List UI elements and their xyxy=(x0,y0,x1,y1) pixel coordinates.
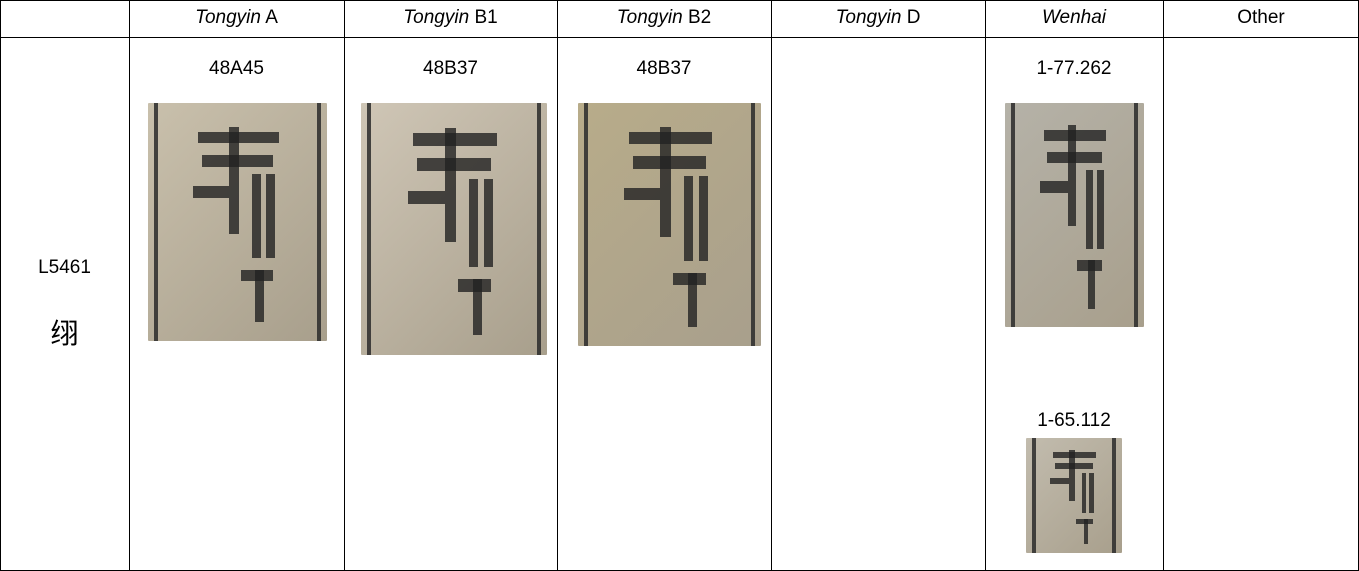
column-border xyxy=(1163,0,1164,571)
header-cell: Tongyin B2 xyxy=(557,7,771,29)
cell-reference: 48B37 xyxy=(636,58,692,79)
scan-stroke xyxy=(1096,170,1104,249)
scan-stroke xyxy=(1083,518,1089,544)
scan-stroke xyxy=(1081,472,1087,513)
scan-stroke xyxy=(472,279,482,335)
scan-rule xyxy=(367,103,371,355)
scan-stroke xyxy=(687,273,697,327)
scan-stroke xyxy=(444,128,456,242)
scan-stroke xyxy=(1089,472,1095,513)
scan-rule xyxy=(154,103,158,341)
header-italic: Tongyin xyxy=(403,7,470,28)
header-plain: B2 xyxy=(687,7,712,28)
scan-stroke xyxy=(266,174,276,258)
row-border xyxy=(0,0,1359,1)
character-scan xyxy=(1005,103,1144,327)
scan-rule xyxy=(1134,103,1138,327)
scan-rule xyxy=(584,103,588,346)
header-cell: Wenhai xyxy=(985,7,1163,29)
character-scan xyxy=(578,103,761,346)
scan-rule xyxy=(317,103,321,341)
header-cell: Tongyin D xyxy=(771,7,985,29)
character-scan xyxy=(361,103,547,355)
scan-stroke xyxy=(255,269,265,322)
scan-stroke xyxy=(483,178,494,267)
header-italic: Wenhai xyxy=(1041,7,1107,28)
scan-rule xyxy=(1112,438,1116,553)
header-plain: D xyxy=(906,7,921,28)
scan-rule xyxy=(537,103,541,355)
scan-stroke xyxy=(251,174,261,258)
column-border xyxy=(344,0,345,571)
scan-stroke xyxy=(698,175,708,261)
scan-stroke xyxy=(192,186,229,199)
column-border xyxy=(0,0,1,571)
header-cell: Other xyxy=(1163,7,1359,29)
cell-reference: 48A45 xyxy=(209,58,264,79)
row-label: L5461 xyxy=(38,257,91,278)
scan-stroke xyxy=(228,126,240,234)
header-cell: Tongyin B1 xyxy=(344,7,557,29)
row-glyph: 䌻 xyxy=(50,318,79,349)
scan-stroke xyxy=(407,191,445,204)
row-border xyxy=(0,37,1359,38)
scan-stroke xyxy=(660,127,672,237)
scan-stroke xyxy=(684,175,694,261)
column-border xyxy=(771,0,772,571)
scan-stroke xyxy=(1088,259,1096,310)
scan-stroke xyxy=(1069,449,1075,502)
column-border xyxy=(985,0,986,571)
header-plain: B1 xyxy=(474,7,498,28)
scan-rule xyxy=(1011,103,1015,327)
scan-stroke xyxy=(1050,478,1070,484)
scan-stroke xyxy=(623,188,661,201)
cell-reference: 1-65.112 xyxy=(1037,410,1111,431)
header-italic: Tongyin xyxy=(195,7,261,28)
header-plain: Other xyxy=(1237,7,1285,28)
scan-rule xyxy=(1032,438,1036,553)
header-italic: Tongyin xyxy=(835,7,902,28)
cell-reference: 48B37 xyxy=(423,58,478,79)
scan-stroke xyxy=(1067,125,1076,227)
scan-stroke xyxy=(1039,181,1068,193)
scan-stroke xyxy=(468,178,479,267)
column-border xyxy=(557,0,558,571)
header-cell: Tongyin A xyxy=(129,7,344,29)
scan-rule xyxy=(751,103,755,346)
scan-stroke xyxy=(1085,170,1093,249)
character-scan xyxy=(148,103,327,341)
header-italic: Tongyin xyxy=(616,7,683,28)
character-scan xyxy=(1026,438,1122,553)
column-border xyxy=(129,0,130,571)
cell-reference: 1-77.262 xyxy=(1036,58,1112,79)
header-plain: A xyxy=(265,7,278,28)
